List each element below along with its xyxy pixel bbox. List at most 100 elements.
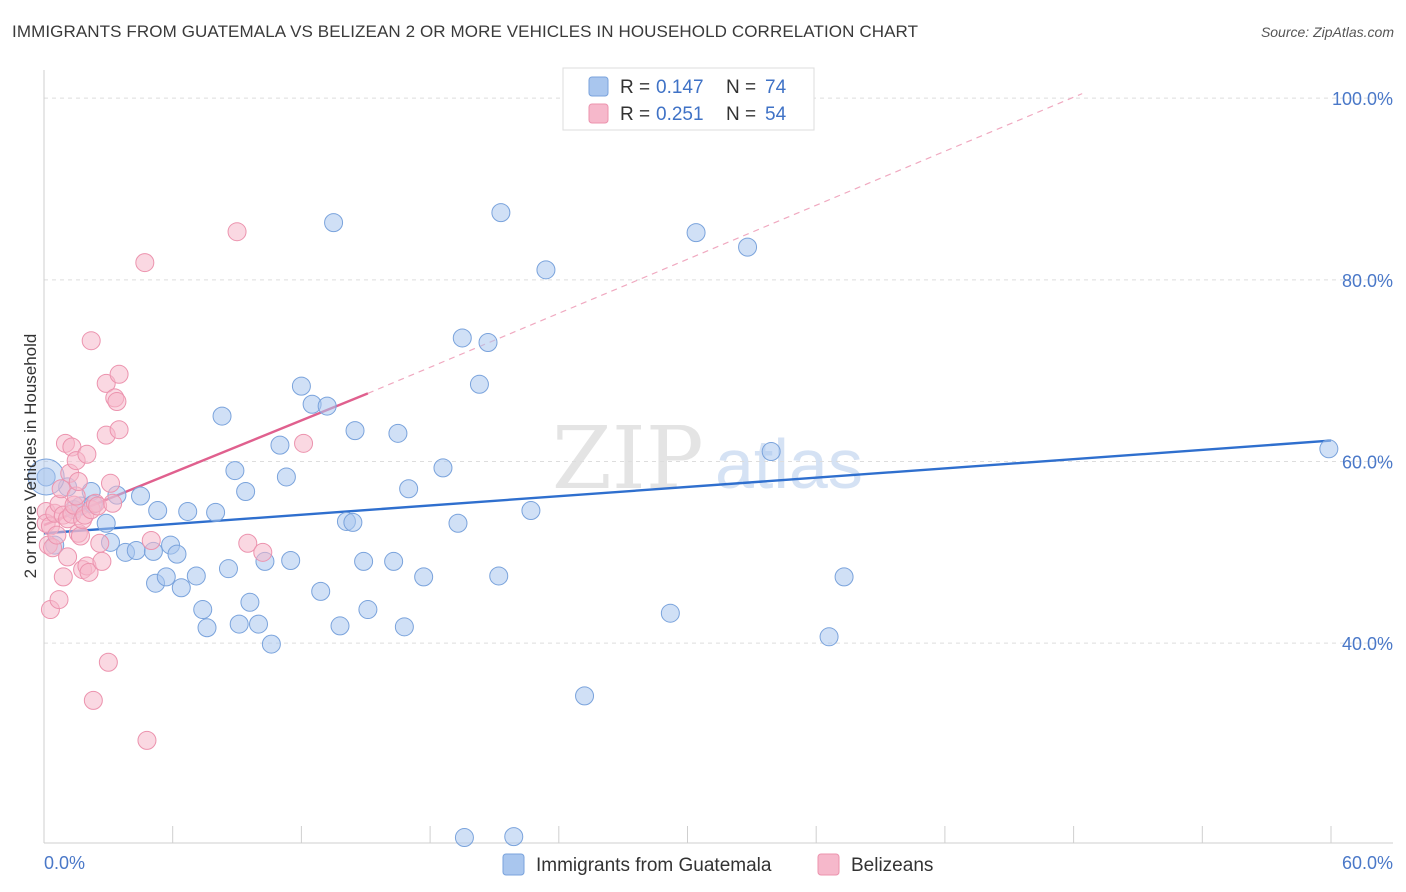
legend-n-label-2: N = bbox=[726, 104, 756, 125]
legend-swatch-belizeans bbox=[588, 103, 609, 124]
guatemala-point-29 bbox=[236, 481, 256, 501]
guatemala-point-28 bbox=[229, 614, 249, 634]
guatemala-point-20 bbox=[178, 501, 198, 521]
guatemala-point-46 bbox=[354, 551, 374, 571]
gridlines bbox=[44, 97, 1393, 644]
guatemala-point-33 bbox=[261, 634, 281, 654]
belizeans-point-7 bbox=[47, 525, 67, 545]
bottom-legend-swatch-guatemala bbox=[502, 853, 525, 876]
bottom-legend: Immigrants from Guatemala Belizeans bbox=[502, 853, 933, 876]
bottom-legend-label-guatemala: Immigrants from Guatemala bbox=[536, 855, 772, 876]
y-axis-label: 2 or more Vehicles in Household bbox=[21, 334, 40, 579]
belizeans-point-47 bbox=[135, 253, 155, 273]
guatemala-point-40 bbox=[317, 396, 337, 416]
guatemala-point-15 bbox=[148, 501, 168, 521]
legend-n-value-1: 74 bbox=[765, 77, 787, 98]
guatemala-point-41 bbox=[324, 213, 344, 233]
guatemala-point-22 bbox=[193, 600, 213, 620]
guatemala-point-34 bbox=[270, 435, 290, 455]
guatemala-point-55 bbox=[452, 328, 472, 348]
belizeans-point-33 bbox=[83, 690, 103, 710]
guatemala-point-71 bbox=[1319, 439, 1339, 459]
guatemala-point-66 bbox=[686, 223, 706, 243]
belizeans-point-40 bbox=[98, 652, 118, 672]
legend-r-value-2: 0.251 bbox=[656, 104, 704, 125]
guatemala-point-53 bbox=[433, 458, 453, 478]
belizeans-point-52 bbox=[253, 542, 273, 562]
guatemala-point-61 bbox=[504, 827, 524, 847]
guatemala-point-36 bbox=[281, 551, 301, 571]
belizeans-point-51 bbox=[238, 533, 258, 553]
belizeans-point-49 bbox=[141, 531, 161, 551]
guatemala-point-69 bbox=[819, 627, 839, 647]
guatemala-point-35 bbox=[276, 467, 296, 487]
bottom-legend-label-belizeans: Belizeans bbox=[851, 855, 933, 876]
belizeans-point-42 bbox=[103, 493, 123, 513]
guatemala-point-48 bbox=[384, 551, 404, 571]
belizeans-point-39 bbox=[96, 373, 116, 393]
series-belizeans-points bbox=[36, 222, 314, 750]
guatemala-point-19 bbox=[171, 578, 191, 598]
x-ticks bbox=[43, 826, 1332, 843]
guatemala-point-44 bbox=[343, 512, 363, 532]
guatemala-point-62 bbox=[521, 501, 541, 521]
y-tick-label-40: 40.0% bbox=[1342, 634, 1393, 654]
belizeans-point-46 bbox=[109, 364, 129, 384]
guatemala-point-24 bbox=[206, 502, 226, 522]
guatemala-point-31 bbox=[249, 614, 268, 634]
legend-r-label-2: R = bbox=[620, 104, 650, 125]
guatemala-point-68 bbox=[761, 442, 781, 462]
guatemala-point-65 bbox=[660, 603, 680, 623]
belizeans-point-24 bbox=[70, 526, 90, 546]
axes bbox=[43, 70, 1393, 844]
guatemala-point-26 bbox=[218, 559, 238, 579]
guatemala-point-47 bbox=[358, 600, 378, 620]
belizeans-point-30 bbox=[79, 562, 99, 582]
guatemala-point-42 bbox=[330, 616, 350, 636]
guatemala-point-64 bbox=[575, 686, 595, 706]
source-label: Source: ZipAtlas.com bbox=[1260, 24, 1394, 40]
correlation-legend: R = 0.147 N = 74 R = 0.251 N = 54 bbox=[562, 67, 815, 131]
y-tick-labels: 40.0% 60.0% 80.0% 100.0% bbox=[1332, 89, 1393, 654]
legend-swatch-guatemala bbox=[588, 76, 609, 97]
y-tick-label-60: 60.0% bbox=[1342, 453, 1393, 473]
guatemala-point-63 bbox=[536, 260, 556, 280]
guatemala-point-49 bbox=[388, 423, 408, 443]
legend-n-label-1: N = bbox=[726, 77, 756, 98]
guatemala-point-54 bbox=[448, 513, 468, 533]
guatemala-point-56 bbox=[454, 828, 474, 848]
guatemala-point-60 bbox=[491, 203, 511, 223]
guatemala-point-51 bbox=[399, 479, 419, 499]
belizeans-point-36 bbox=[90, 533, 110, 553]
belizeans-point-22 bbox=[68, 471, 88, 491]
guatemala-point-67 bbox=[738, 237, 758, 257]
guatemala-point-52 bbox=[414, 567, 434, 587]
belizeans-point-12 bbox=[53, 567, 73, 587]
trend-line-belizeans-extension bbox=[367, 93, 1083, 394]
guatemala-point-21 bbox=[186, 566, 206, 586]
belizeans-point-37 bbox=[92, 551, 112, 571]
belizeans-point-14 bbox=[58, 547, 78, 567]
guatemala-point-39 bbox=[311, 581, 331, 601]
guatemala-point-30 bbox=[240, 592, 260, 612]
belizeans-point-31 bbox=[81, 331, 101, 351]
guatemala-point-12 bbox=[131, 486, 151, 506]
belizeans-point-41 bbox=[100, 473, 120, 493]
x-tick-label-max: 60.0% bbox=[1342, 853, 1393, 873]
belizeans-point-50 bbox=[227, 222, 247, 242]
trend-line-guatemala bbox=[43, 439, 1332, 535]
belizeans-point-53 bbox=[294, 433, 314, 453]
guatemala-point-27 bbox=[225, 461, 245, 481]
guatemala-point-37 bbox=[291, 376, 311, 396]
guatemala-point-58 bbox=[478, 333, 498, 353]
guatemala-point-45 bbox=[345, 421, 365, 441]
legend-r-label-1: R = bbox=[620, 77, 650, 98]
belizeans-point-44 bbox=[107, 392, 127, 412]
belizeans-point-8 bbox=[49, 590, 69, 610]
guatemala-point-23 bbox=[197, 618, 217, 638]
guatemala-point-18 bbox=[167, 544, 187, 564]
chart-title: IMMIGRANTS FROM GUATEMALA VS BELIZEAN 2 … bbox=[12, 22, 919, 41]
legend-n-value-2: 54 bbox=[765, 104, 787, 125]
belizeans-point-45 bbox=[109, 420, 129, 440]
